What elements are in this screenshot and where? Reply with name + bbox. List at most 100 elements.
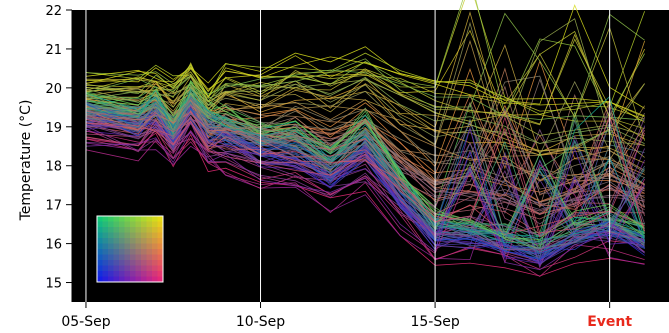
color-key-cell <box>152 249 158 255</box>
color-key-cell <box>135 221 142 228</box>
x-tick-label: 10-Sep <box>236 314 285 330</box>
color-key-cell <box>135 265 142 272</box>
color-key-legend <box>96 215 164 283</box>
color-key-cell <box>141 238 147 244</box>
color-key-cell <box>102 260 109 266</box>
color-key-cell <box>146 276 153 283</box>
color-key-cell <box>141 243 147 250</box>
color-key-cell <box>152 276 158 283</box>
x-axis: 05-Sep 10-Sep 15-Sep Event <box>61 302 632 330</box>
color-key-cell <box>119 221 125 228</box>
color-key-cell <box>102 265 109 272</box>
color-key-cell <box>135 232 142 239</box>
color-key-cell <box>113 232 120 239</box>
color-key-cell <box>141 221 147 228</box>
color-key-cell <box>124 260 131 266</box>
color-key-cell <box>157 265 164 272</box>
color-key-cell <box>152 265 158 272</box>
color-key-cell <box>113 271 120 277</box>
color-key-cell <box>102 238 109 244</box>
color-key-cell <box>108 265 114 272</box>
color-key-cell <box>152 221 158 228</box>
color-key-cell <box>119 232 125 239</box>
temperature-trace <box>85 12 645 118</box>
color-key-cell <box>119 265 125 272</box>
color-key-cell <box>157 271 164 277</box>
color-key-cell <box>130 227 136 233</box>
color-key-cell <box>119 227 125 233</box>
color-key-cell <box>108 260 114 266</box>
color-key-cell <box>97 271 103 277</box>
color-key-cell <box>124 221 131 228</box>
color-key-cell <box>97 265 103 272</box>
color-key-cell <box>146 265 153 272</box>
color-key-cell <box>130 276 136 283</box>
color-key-cell <box>146 216 153 222</box>
x-tick-label: 05-Sep <box>61 314 110 330</box>
color-key-cell <box>146 221 153 228</box>
temperature-trace <box>85 18 645 137</box>
color-key-cell <box>97 232 103 239</box>
color-key-cell <box>152 216 158 222</box>
temperature-trace <box>85 130 645 264</box>
color-key-cell <box>113 249 120 255</box>
color-key-cell <box>102 232 109 239</box>
color-key-cell <box>102 271 109 277</box>
color-key-cell <box>146 254 153 261</box>
color-key-cell <box>108 221 114 228</box>
event-tick-label: Event <box>587 314 632 330</box>
color-key-cell <box>141 227 147 233</box>
color-key-cell <box>124 276 131 283</box>
date-marker-lines <box>85 10 611 302</box>
y-tick-label: 18 <box>45 160 62 175</box>
color-key-cell <box>146 227 153 233</box>
temperature-trace <box>85 83 645 158</box>
color-key-cell <box>152 227 158 233</box>
y-tick-label: 19 <box>45 121 62 136</box>
color-key-cell <box>113 276 120 283</box>
color-key-cell <box>141 254 147 261</box>
color-key-cell <box>135 249 142 255</box>
color-key-cell <box>102 276 109 283</box>
color-key-cell <box>124 216 131 222</box>
color-key-cell <box>119 216 125 222</box>
color-key-cell <box>135 238 142 244</box>
color-key-cell <box>130 249 136 255</box>
temperature-trace <box>86 104 645 249</box>
color-key-cell <box>124 249 131 255</box>
color-key-cell <box>113 227 120 233</box>
color-key-cell <box>108 271 114 277</box>
color-key-cell <box>152 243 158 250</box>
color-key-cell <box>102 216 109 222</box>
temperature-trace <box>85 40 645 156</box>
color-key-cell <box>124 243 131 250</box>
color-key-cell <box>152 232 158 239</box>
color-key-cell <box>102 249 109 255</box>
color-key-cell <box>124 232 131 239</box>
color-key-cell <box>152 260 158 266</box>
color-key-cell <box>102 243 109 250</box>
color-key-cell <box>157 276 164 283</box>
color-key-cell <box>113 216 120 222</box>
temperature-trace <box>85 26 645 141</box>
temperature-trace <box>85 116 645 220</box>
temperature-trace <box>85 99 645 207</box>
color-key-cell <box>146 271 153 277</box>
y-axis-label: Temperature (°C) <box>18 100 34 222</box>
color-key-cell <box>108 254 114 261</box>
color-key-cell <box>130 243 136 250</box>
color-key-cell <box>130 265 136 272</box>
color-key-cell <box>119 243 125 250</box>
color-key-cell <box>157 238 164 244</box>
temperature-trace <box>85 116 645 234</box>
temperature-trace <box>85 97 645 250</box>
y-tick-label: 21 <box>45 43 62 58</box>
color-key-cell <box>135 216 142 222</box>
color-key-cell <box>113 243 120 250</box>
color-key-cell <box>152 271 158 277</box>
color-key-cell <box>124 265 131 272</box>
color-key-cell <box>130 271 136 277</box>
temperature-trace <box>85 126 645 271</box>
color-key-cell <box>141 232 147 239</box>
